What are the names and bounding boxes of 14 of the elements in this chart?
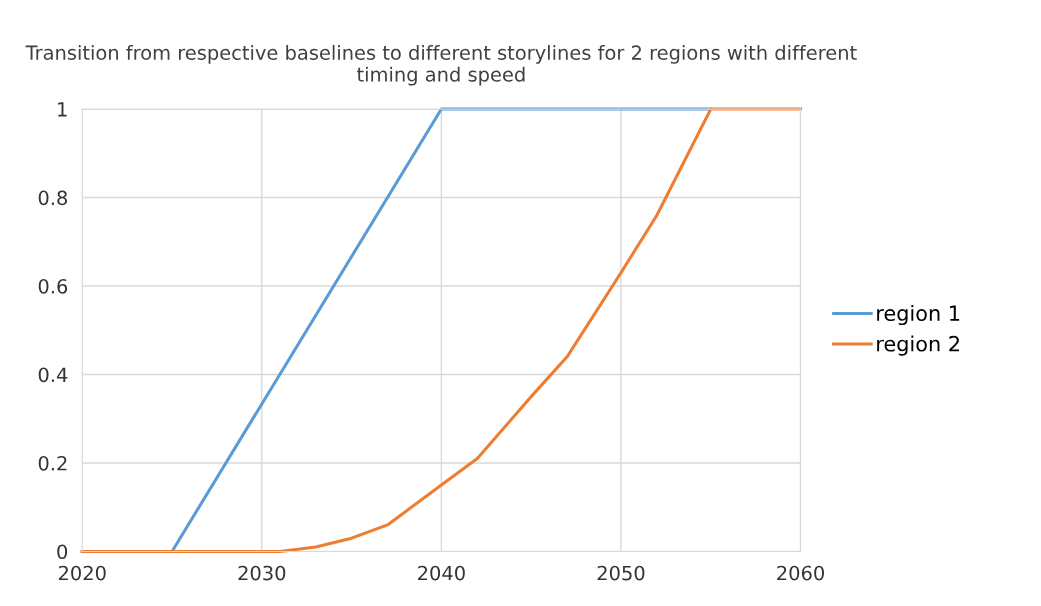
legend-label: region 2 xyxy=(877,335,959,356)
chart-title: Transition from respective baselines to different storylines for 2 regions with different timing and speed xyxy=(25,44,857,86)
y-tick-label: 0.4 xyxy=(38,367,68,383)
y-tick-label: 0.6 xyxy=(38,278,68,294)
y-tick-label: 0 xyxy=(57,544,68,560)
x-tick-label: 2040 xyxy=(418,565,465,581)
x-tick-label: 2060 xyxy=(777,565,824,581)
legend-label: region 1 xyxy=(877,304,960,326)
y-tick-label: 0.8 xyxy=(38,190,68,206)
x-tick-label: 2050 xyxy=(597,565,645,581)
y-tick-label: 0.2 xyxy=(38,455,67,471)
y-tick-label: 1 xyxy=(58,102,67,117)
x-tick-label: 2020 xyxy=(58,565,106,581)
x-tick-label: 2030 xyxy=(238,565,286,581)
